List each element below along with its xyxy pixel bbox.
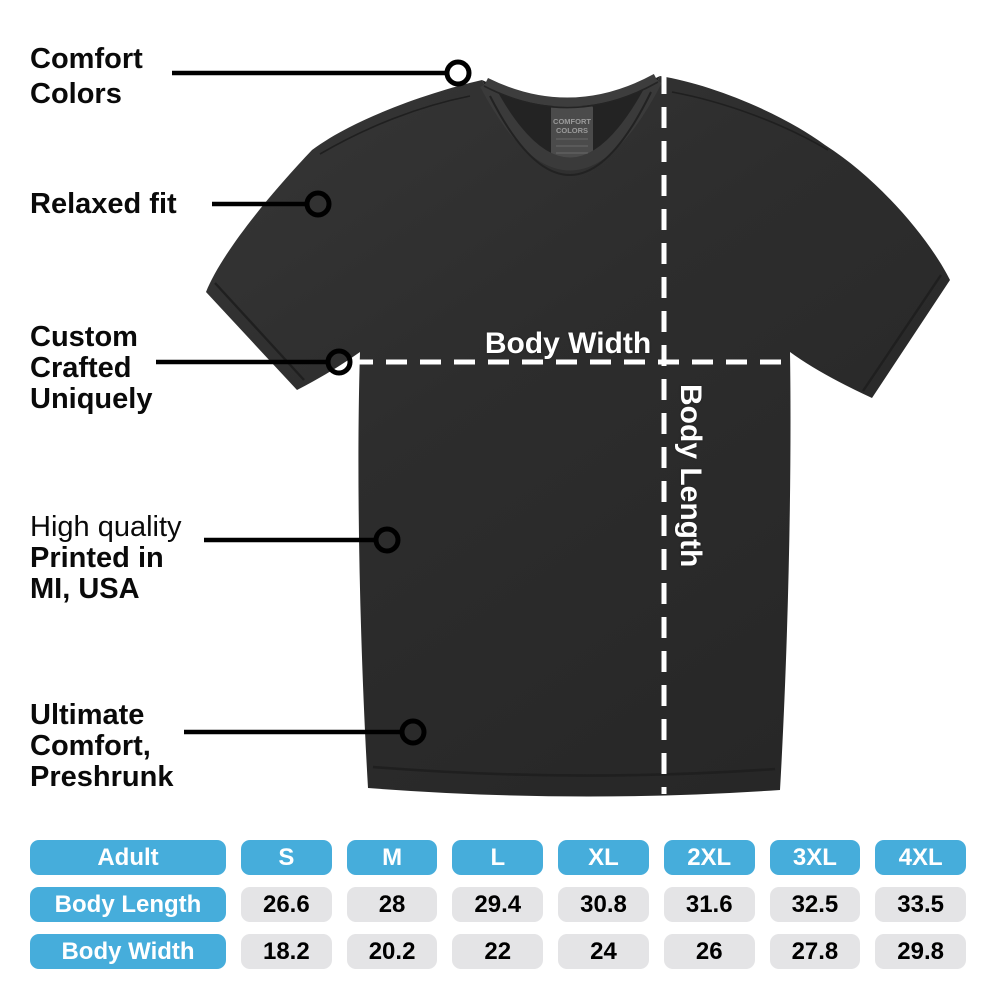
size-table-header-adult: Adult: [30, 840, 226, 875]
body-length-value: 28: [346, 887, 438, 922]
size-table-header-s: S: [241, 840, 332, 875]
body-width-value: 22: [452, 934, 544, 969]
body-width-value: 20.2: [346, 934, 438, 969]
size-table-header-m: M: [346, 840, 438, 875]
callout-marker-ultimate: [399, 718, 427, 746]
size-table: Adult S M L XL 2XL 3XL 4XL Body Length 2…: [30, 840, 966, 969]
size-table-header-2xl: 2XL: [663, 840, 755, 875]
brand-tag-line2: COLORS: [556, 126, 588, 135]
callout-text: MI, USA: [30, 573, 140, 605]
callout-text: Comfort: [30, 43, 143, 75]
body-length-value: 31.6: [663, 887, 755, 922]
size-table-header-xl: XL: [558, 840, 649, 875]
callout-comfort-colors: Comfort Colors: [30, 42, 143, 112]
callout-marker-custom-crafted: [325, 348, 353, 376]
body-length-value: 32.5: [769, 887, 861, 922]
shirt-illustration: COMFORT COLORS: [156, 59, 950, 797]
callout-text: High quality: [30, 511, 182, 543]
body-width-value: 26: [663, 934, 755, 969]
callout-text: Preshrunk: [30, 761, 174, 793]
brand-tag: COMFORT COLORS: [551, 106, 593, 164]
callout-text: Relaxed fit: [30, 188, 177, 220]
callout-ultimate-comfort: Ultimate Comfort, Preshrunk: [30, 700, 173, 793]
callout-marker-high-quality: [373, 526, 401, 554]
callout-markers: [304, 59, 472, 746]
callout-relaxed-fit: Relaxed fit: [30, 189, 177, 220]
body-length-value: 26.6: [241, 887, 332, 922]
size-table-header-4xl: 4XL: [875, 840, 966, 875]
callout-marker-comfort-colors: [444, 59, 472, 87]
callout-custom-crafted: Custom Crafted Uniquely: [30, 322, 152, 415]
callout-text: Custom: [30, 321, 138, 353]
body-width-value: 29.8: [875, 934, 966, 969]
size-table-header-3xl: 3XL: [769, 840, 861, 875]
stitch-details: [214, 91, 942, 777]
body-width-value: 24: [558, 934, 649, 969]
collar-band: [480, 74, 662, 176]
callout-text: Crafted: [30, 352, 132, 384]
callout-high-quality: High quality Printed in MI, USA: [30, 512, 182, 605]
callout-text: Ultimate: [30, 699, 145, 731]
row-label-body-width: Body Width: [30, 934, 226, 969]
size-table-header-l: L: [452, 840, 544, 875]
callout-marker-relaxed-fit: [304, 190, 332, 218]
body-length-value: 29.4: [452, 887, 544, 922]
body-length-value: 30.8: [558, 887, 649, 922]
callout-text: Colors: [30, 78, 122, 110]
body-width-value: 18.2: [241, 934, 332, 969]
callout-text: Uniquely: [30, 383, 153, 415]
callout-text: Printed in: [30, 542, 164, 574]
row-label-body-length: Body Length: [30, 887, 226, 922]
body-length-value: 33.5: [875, 887, 966, 922]
brand-tag-line1: COMFORT: [553, 117, 591, 126]
tshirt-silhouette: [206, 76, 950, 797]
callout-text: Comfort,: [30, 730, 151, 762]
body-length-label: Body Length: [674, 384, 707, 568]
callout-lines: [156, 70, 446, 735]
body-width-label: Body Width: [484, 327, 652, 360]
body-width-value: 27.8: [769, 934, 861, 969]
